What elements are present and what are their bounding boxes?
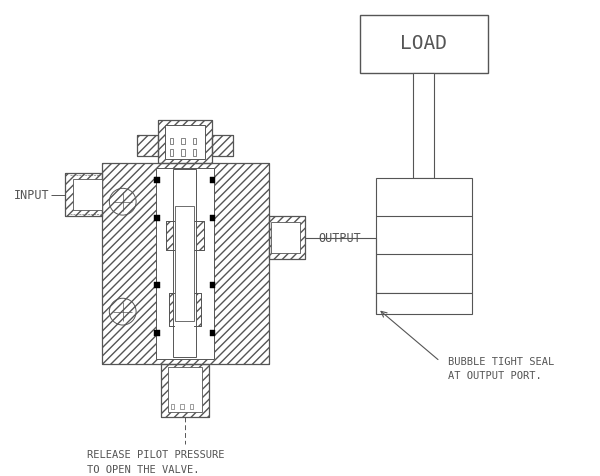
Bar — [154, 282, 160, 288]
Text: BUBBLE TIGHT SEAL
AT OUTPUT PORT.: BUBBLE TIGHT SEAL AT OUTPUT PORT. — [448, 357, 554, 381]
Bar — [154, 177, 160, 183]
Bar — [193, 138, 196, 144]
Bar — [175, 171, 194, 355]
Bar — [173, 169, 196, 357]
Bar — [158, 120, 212, 163]
Text: RELEASE PILOT PRESSURE
TO OPEN THE VALVE.: RELEASE PILOT PRESSURE TO OPEN THE VALVE… — [88, 450, 225, 475]
Bar — [137, 135, 158, 156]
Bar — [167, 367, 202, 412]
Bar — [181, 149, 185, 156]
Bar — [269, 216, 305, 259]
Bar — [156, 168, 214, 359]
Bar — [210, 177, 215, 183]
Text: OUTPUT: OUTPUT — [319, 231, 361, 245]
Bar — [169, 293, 201, 326]
Bar — [175, 207, 194, 321]
Bar — [269, 216, 305, 259]
Bar — [376, 293, 472, 314]
Bar — [210, 215, 215, 221]
Bar — [73, 179, 101, 210]
Bar — [165, 125, 205, 159]
Bar — [376, 178, 472, 293]
Bar — [271, 222, 299, 253]
Bar — [181, 138, 185, 144]
Bar — [101, 163, 269, 364]
Bar — [360, 15, 488, 73]
Bar — [158, 120, 212, 163]
Bar — [210, 282, 215, 288]
Bar — [212, 135, 233, 156]
Bar — [161, 364, 209, 417]
Bar — [169, 293, 201, 326]
Bar — [65, 173, 101, 216]
Bar — [166, 221, 204, 249]
Bar — [154, 215, 160, 221]
Bar — [170, 138, 173, 144]
Bar — [413, 73, 434, 178]
Text: INPUT: INPUT — [13, 188, 49, 201]
Bar — [190, 405, 193, 409]
Bar — [193, 149, 196, 156]
Text: LOAD: LOAD — [400, 34, 448, 53]
Bar — [154, 330, 160, 336]
Bar — [161, 364, 209, 417]
Bar — [101, 163, 269, 364]
Bar — [210, 330, 215, 336]
Bar — [137, 135, 158, 156]
Bar — [170, 405, 175, 409]
Bar — [170, 149, 173, 156]
Bar — [65, 173, 101, 216]
Bar — [180, 405, 184, 409]
Bar — [166, 221, 204, 249]
Bar — [212, 135, 233, 156]
